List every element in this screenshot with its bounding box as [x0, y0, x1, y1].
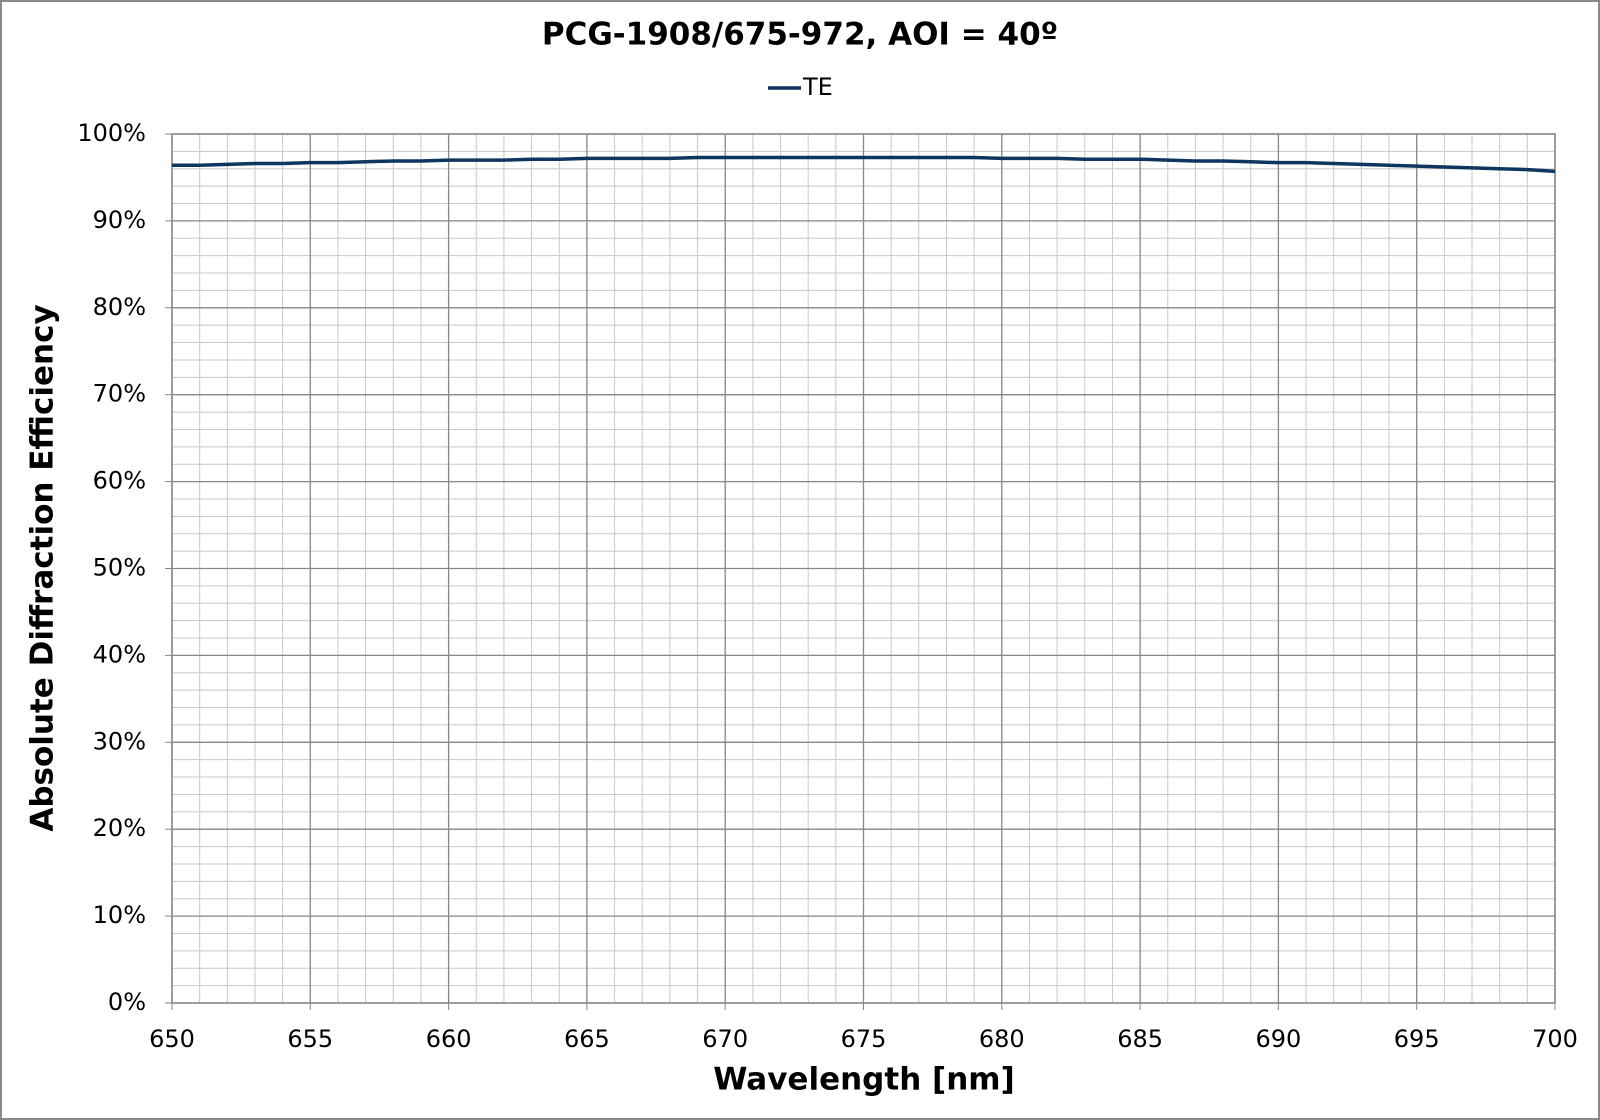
y-tick-label: 80%	[93, 293, 146, 321]
y-tick-label: 40%	[93, 640, 146, 668]
x-tick-label: 665	[564, 1025, 610, 1053]
x-tick-label: 655	[287, 1025, 333, 1053]
x-axis-label: Wavelength [nm]	[713, 1062, 1015, 1098]
y-tick-label: 30%	[93, 727, 146, 755]
y-tick-label: 50%	[93, 554, 146, 582]
y-axis-label: Absolute Diffraction Efficiency	[25, 304, 61, 831]
x-tick-label: 675	[841, 1025, 887, 1053]
y-tick-label: 100%	[77, 119, 146, 147]
legend-label: TE	[802, 73, 833, 101]
x-tick-label: 695	[1394, 1025, 1440, 1053]
y-tick-label: 70%	[93, 380, 146, 408]
y-tick-label: 20%	[93, 814, 146, 842]
chart-title: PCG-1908/675-972, AOI = 40º	[542, 17, 1058, 53]
x-tick-label: 680	[979, 1025, 1025, 1053]
x-tick-label: 660	[426, 1025, 472, 1053]
x-tick-label: 700	[1532, 1025, 1578, 1053]
data-line	[172, 155, 1556, 174]
y-tick-label: 0%	[108, 988, 146, 1016]
x-tick-label: 670	[702, 1025, 748, 1053]
plot-area-border	[171, 133, 1556, 1004]
y-tick-label: 10%	[93, 901, 146, 929]
y-tick-label: 90%	[93, 206, 146, 234]
x-tick-label: 685	[1117, 1025, 1163, 1053]
x-tick-label: 650	[149, 1025, 195, 1053]
x-tick-label: 690	[1255, 1025, 1301, 1053]
y-tick-label: 60%	[93, 467, 146, 495]
